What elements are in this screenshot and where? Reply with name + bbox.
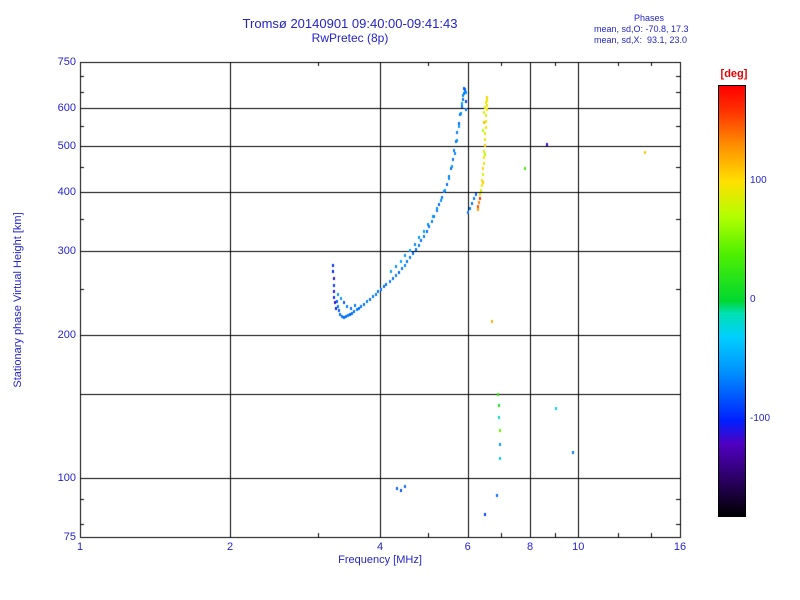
y-tick-label: 750 bbox=[57, 56, 76, 68]
page-title: Tromsø 20140901 09:40:00-09:41:43 bbox=[242, 16, 458, 31]
y-tick-label: 200 bbox=[57, 328, 76, 341]
x-tick-label: 6 bbox=[464, 541, 471, 553]
x-tick-label: 1 bbox=[76, 541, 84, 553]
y-tick-label: 75 bbox=[63, 531, 76, 543]
y-tick-label: 300 bbox=[57, 245, 76, 258]
colorbar bbox=[718, 85, 746, 517]
x-axis-label: Frequency [MHz] bbox=[338, 554, 422, 566]
page-subtitle: RwPretec (8p) bbox=[311, 31, 389, 45]
y-tick-label: 400 bbox=[57, 185, 76, 198]
x-tick-label: 4 bbox=[376, 541, 384, 553]
y-tick-label: 100 bbox=[57, 471, 76, 484]
y-axis-label: Stationary phase Virtual Height [km] bbox=[12, 212, 24, 388]
x-tick-label: 10 bbox=[572, 541, 585, 553]
colorbar-tick-label: 0 bbox=[750, 294, 756, 305]
colorbar-tick-label: -100 bbox=[750, 413, 771, 425]
phase-stats-heading: Phases bbox=[633, 13, 665, 23]
phase-stats-x-mode: mean, sd,X: 93.1, 23.0 bbox=[594, 35, 688, 45]
phase-stats-o-mode: mean, sd,O: -70.8, 17.3 bbox=[594, 24, 689, 34]
x-tick-label: 8 bbox=[526, 541, 534, 553]
phase-stats-annotation: Phases mean, sd,O: -70.8, 17.3 mean, sd,… bbox=[594, 13, 704, 46]
x-tick-label: 2 bbox=[226, 541, 234, 553]
x-tick-label: 16 bbox=[673, 541, 687, 553]
y-tick-label: 600 bbox=[57, 102, 76, 115]
y-tick-label: 500 bbox=[57, 139, 76, 152]
colorbar-unit-label: [deg] bbox=[720, 68, 748, 80]
colorbar-tick-label: 100 bbox=[750, 174, 767, 186]
